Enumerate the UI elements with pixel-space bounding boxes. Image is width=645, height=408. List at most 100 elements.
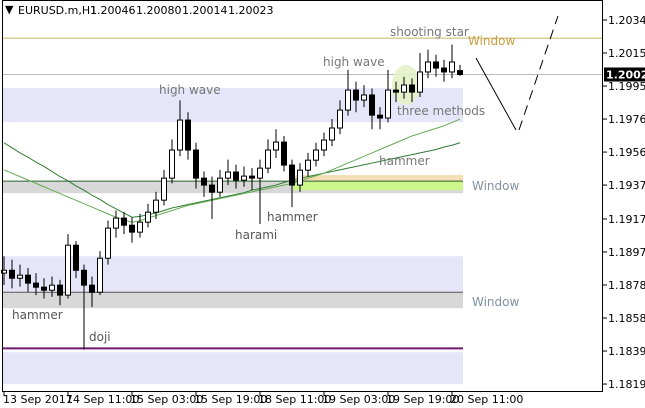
- candle-body: [353, 89, 359, 101]
- candle-body: [57, 284, 63, 296]
- annotation: three methods: [397, 104, 485, 118]
- plot-frame: [2, 0, 603, 392]
- ohlc-value: 1.20023: [228, 4, 274, 17]
- candle-body: [329, 127, 335, 141]
- candle-body: [441, 67, 447, 73]
- y-tick-label: 1.20150: [608, 47, 645, 60]
- x-tick-label: 19 Sep 03:00: [322, 393, 395, 406]
- candle-body: [249, 175, 255, 179]
- candle-body: [129, 224, 135, 233]
- candle-body: [225, 171, 231, 179]
- candle-body: [1, 269, 7, 274]
- ohlc-value: 1.20046: [90, 4, 136, 17]
- candle-body: [241, 175, 247, 181]
- candle-body: [105, 227, 111, 259]
- annotation: Window: [472, 179, 520, 193]
- annotation: hammer: [379, 154, 430, 168]
- candle-body: [145, 211, 151, 223]
- annotation: high wave: [159, 83, 221, 97]
- zone: [3, 256, 463, 293]
- x-tick-label: 15 Sep 03:00: [130, 393, 203, 406]
- candle-body: [345, 89, 351, 111]
- candle-body: [33, 282, 39, 288]
- candle-body: [265, 149, 271, 169]
- candle-body: [121, 217, 127, 226]
- candle-body: [137, 221, 143, 233]
- candle-body: [161, 177, 167, 201]
- candle-body: [337, 109, 343, 129]
- x-tick-label: 20 Sep 11:00: [450, 393, 523, 406]
- candle-body: [313, 149, 319, 161]
- candle-body: [185, 119, 191, 151]
- y-tick-label: 1.20345: [608, 14, 645, 27]
- x-tick-label: 15 Sep 19:00: [194, 393, 267, 406]
- zone: [293, 175, 463, 182]
- y-tick-label: 1.19370: [608, 179, 645, 192]
- candle-body: [449, 61, 455, 73]
- x-tick-label: 18 Sep 11:00: [258, 393, 331, 406]
- candle-body: [393, 89, 399, 93]
- y-tick-label: 1.18195: [608, 378, 645, 391]
- candle-body: [377, 114, 383, 119]
- candle-body: [169, 149, 175, 179]
- candle-body: [361, 94, 367, 101]
- candle-body: [401, 84, 407, 93]
- candle-body: [281, 141, 287, 166]
- annotation: Window: [468, 34, 516, 48]
- candle-body: [433, 61, 439, 69]
- candle-body: [89, 284, 95, 293]
- candle-body: [209, 184, 215, 193]
- symbol-title: EURUSD.m,H1: [18, 4, 97, 17]
- arrow-line: [475, 57, 517, 131]
- price-tag-label: 1.20023: [606, 69, 645, 82]
- y-tick-label: 1.19565: [608, 146, 645, 159]
- candle-body: [369, 94, 375, 116]
- candle-body: [425, 61, 431, 73]
- candle-body: [73, 244, 79, 271]
- candle-body: [9, 269, 15, 279]
- y-tick-label: 1.18975: [608, 246, 645, 259]
- candle-body: [305, 159, 311, 171]
- candle-body: [385, 89, 391, 119]
- x-tick-label: 13 Sep 2017: [3, 393, 73, 406]
- x-tick-label: 19 Sep 19:00: [386, 393, 459, 406]
- candle-body: [257, 167, 263, 179]
- candle-body: [113, 217, 119, 229]
- candle-body: [417, 71, 423, 93]
- y-tick-label: 1.19170: [608, 213, 645, 226]
- candle-body: [65, 244, 71, 296]
- moving-average: [3, 118, 461, 223]
- y-tick-label: 1.18780: [608, 279, 645, 292]
- y-tick-label: 1.19760: [608, 113, 645, 126]
- y-tick-label: 1.18585: [608, 312, 645, 325]
- candle-body: [177, 119, 183, 151]
- zone: [293, 181, 463, 191]
- y-tick-label: 1.18390: [608, 345, 645, 358]
- candle-body: [233, 171, 239, 181]
- annotation: hammer: [267, 210, 318, 224]
- moving-average: [3, 142, 461, 218]
- candle-body: [17, 274, 23, 279]
- annotation: Window: [472, 295, 520, 309]
- candle-body: [201, 177, 207, 186]
- candle-body: [457, 70, 463, 76]
- candle-body: [193, 149, 199, 179]
- candle-body: [273, 141, 279, 151]
- annotation: shooting star: [390, 25, 469, 39]
- candle-body: [25, 274, 31, 284]
- x-tick-label: 14 Sep 11:00: [66, 393, 139, 406]
- zone: [3, 352, 463, 385]
- candle-body: [321, 139, 327, 151]
- candle-body: [297, 169, 303, 186]
- ohlc-value: 1.20014: [182, 4, 228, 17]
- annotation: hammer: [12, 308, 63, 322]
- candle-body: [49, 284, 55, 291]
- ohlc-value: 1.20080: [136, 4, 182, 17]
- zone: [3, 292, 463, 309]
- menu-arrow: ▼: [5, 3, 14, 16]
- candle-body: [97, 257, 103, 293]
- y-tick-label: 1.19955: [608, 80, 645, 93]
- price-tag: [604, 67, 645, 82]
- arrow-line: [518, 15, 559, 131]
